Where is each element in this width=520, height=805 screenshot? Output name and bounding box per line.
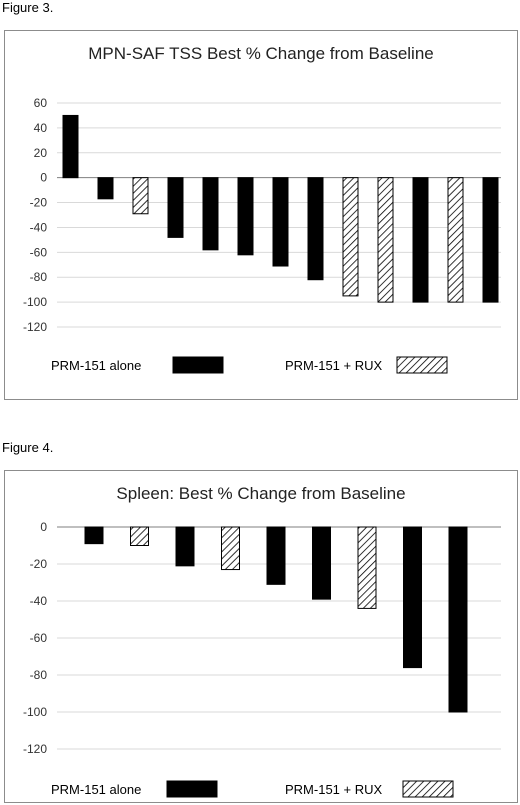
y-tick-label: 0 — [40, 520, 47, 534]
bar-prm151-alone — [167, 177, 184, 238]
spleen-change-chart: Spleen: Best % Change from Baseline 0 -20 -… — [23, 484, 501, 798]
bar-prm151-alone — [272, 177, 289, 267]
bar-prm151-rux — [132, 177, 149, 215]
chart-title: MPN-SAF TSS Best % Change from Baseline — [88, 44, 434, 63]
y-tick-label: 0 — [40, 171, 47, 185]
bar-prm151-alone — [266, 526, 286, 585]
bar-prm151-rux — [377, 177, 394, 303]
y-tick-label: -40 — [30, 594, 48, 608]
y-tick-label: -100 — [23, 705, 47, 719]
bar-prm151-alone — [412, 177, 429, 303]
figure-4-label: Figure 4. — [2, 440, 54, 455]
legend-label-prm151-alone: PRM-151 alone — [51, 358, 141, 373]
y-tick-label: -60 — [30, 245, 48, 259]
chart-panel-figure-4: Spleen: Best % Change from Baseline 0 -20 -… — [4, 470, 518, 803]
legend-swatch-solid — [166, 780, 218, 798]
y-tick-label: 40 — [34, 121, 48, 135]
bar-prm151-alone — [312, 526, 331, 600]
legend-swatch-solid — [172, 356, 224, 374]
y-tick-label: -100 — [23, 295, 47, 309]
legend-label-prm151-alone: PRM-151 alone — [51, 782, 141, 797]
figure-3-label: Figure 3. — [2, 0, 54, 15]
legend-label-prm151-rux: PRM-151 + RUX — [285, 782, 382, 797]
bar-prm151-rux — [447, 177, 464, 303]
bar-prm151-alone — [482, 177, 499, 303]
y-tick-label: -20 — [30, 557, 48, 571]
chart-panel-figure-3: MPN-SAF TSS Best % Change from Baseline 6… — [4, 30, 518, 400]
y-tick-label: -80 — [30, 270, 48, 284]
legend-swatch-hatched — [402, 780, 454, 798]
bar-prm151-alone — [175, 526, 195, 567]
y-tick-label: 60 — [34, 96, 48, 110]
bar-prm151-alone — [84, 526, 104, 545]
bar-prm151-rux — [221, 526, 240, 571]
bar-prm151-alone — [448, 526, 468, 713]
y-tick-label: -20 — [30, 196, 48, 210]
bar-prm151-alone — [62, 114, 79, 179]
y-tick-label: -80 — [30, 668, 48, 682]
bar-prm151-alone — [403, 526, 422, 669]
bar-prm151-rux — [130, 526, 149, 546]
legend-label-prm151-rux: PRM-151 + RUX — [285, 358, 382, 373]
bar-prm151-alone — [237, 177, 254, 256]
chart-title: Spleen: Best % Change from Baseline — [116, 484, 405, 503]
y-tick-label: 20 — [34, 146, 48, 160]
y-tick-label: -40 — [30, 220, 48, 234]
legend-swatch-hatched — [396, 356, 448, 374]
tss-change-chart: MPN-SAF TSS Best % Change from Baseline 6… — [23, 44, 501, 374]
y-tick-label: -60 — [30, 631, 48, 645]
bar-prm151-alone — [307, 177, 324, 281]
y-tick-label: -120 — [23, 320, 47, 334]
bar-prm151-alone — [97, 177, 114, 200]
bar-prm151-rux — [342, 177, 359, 297]
y-tick-label: -120 — [23, 742, 47, 756]
bar-prm151-rux — [357, 526, 377, 609]
bar-prm151-alone — [202, 177, 219, 251]
